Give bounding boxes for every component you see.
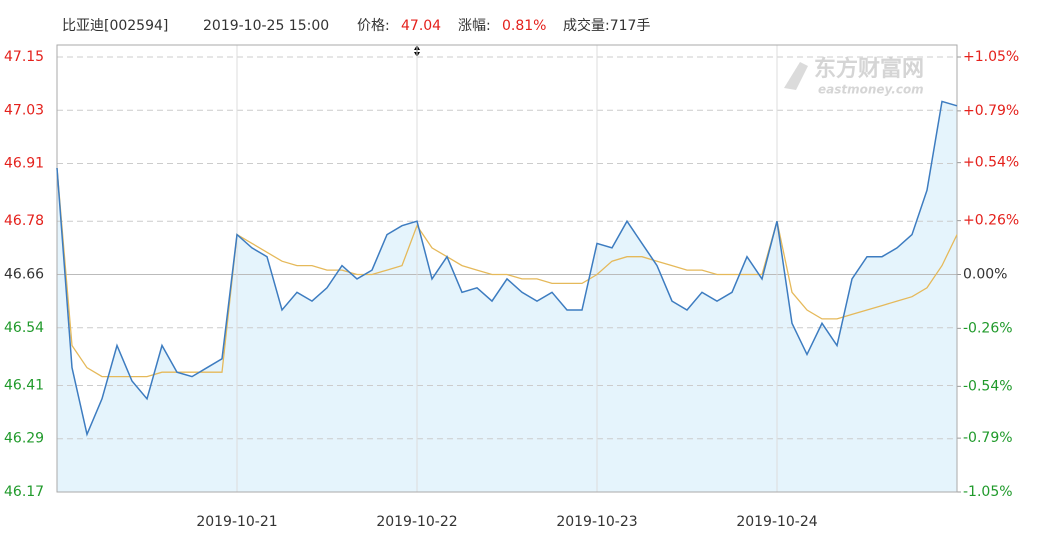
y-tick-label: 47.03 — [4, 102, 44, 118]
y2-tick-label: 0.00% — [963, 267, 1007, 283]
watermark-cn: 东方财富网 — [814, 56, 924, 82]
average-line — [56, 167, 958, 378]
change: 0.81% — [502, 18, 546, 34]
change-label: 涨幅: — [458, 18, 491, 34]
price-area — [57, 101, 957, 493]
y2-tick-label: +1.05% — [963, 49, 1019, 65]
y-tick-label: 46.17 — [4, 484, 44, 500]
y2-tick-label: +0.54% — [963, 155, 1019, 171]
y2-tick-label: +0.79% — [963, 103, 1019, 119]
y-tick-label: 46.29 — [4, 431, 44, 447]
y-tick-label: 46.66 — [4, 267, 44, 283]
price-line — [56, 100, 958, 437]
price: 47.04 — [401, 18, 441, 34]
price-label: 价格: — [357, 18, 390, 34]
y-tick-label: 46.91 — [4, 156, 44, 172]
y2-tick-label: -1.05% — [963, 484, 1013, 500]
y2-tick-label: -0.26% — [963, 320, 1013, 336]
stock-name: 比亚迪[002594] — [62, 18, 168, 34]
volume: 成交量:717手 — [563, 17, 650, 34]
watermark: 东方财富网 eastmoney.com — [784, 56, 924, 97]
watermark-en: eastmoney.com — [818, 83, 924, 97]
y-tick-label: 46.41 — [4, 377, 44, 393]
x-tick-label: 2019-10-22 — [376, 514, 457, 530]
header: 比亚迪[002594] 2019-10-25 15:00 价格: 47.04 涨… — [62, 17, 650, 34]
y-tick-label: 46.78 — [4, 213, 44, 229]
watermark-logo — [784, 62, 808, 90]
y-tick-label: 46.54 — [4, 320, 44, 336]
y2-tick-label: +0.26% — [963, 213, 1019, 229]
x-tick-label: 2019-10-24 — [736, 514, 817, 530]
x-tick-label: 2019-10-21 — [196, 514, 277, 530]
y2-tick-label: -0.79% — [963, 430, 1013, 446]
time: 2019-10-25 15:00 — [203, 18, 329, 34]
x-tick-label: 2019-10-23 — [556, 514, 637, 530]
y-tick-label: 47.15 — [4, 49, 44, 65]
y2-tick-label: -0.54% — [963, 378, 1013, 394]
plot-frame — [56, 44, 958, 493]
